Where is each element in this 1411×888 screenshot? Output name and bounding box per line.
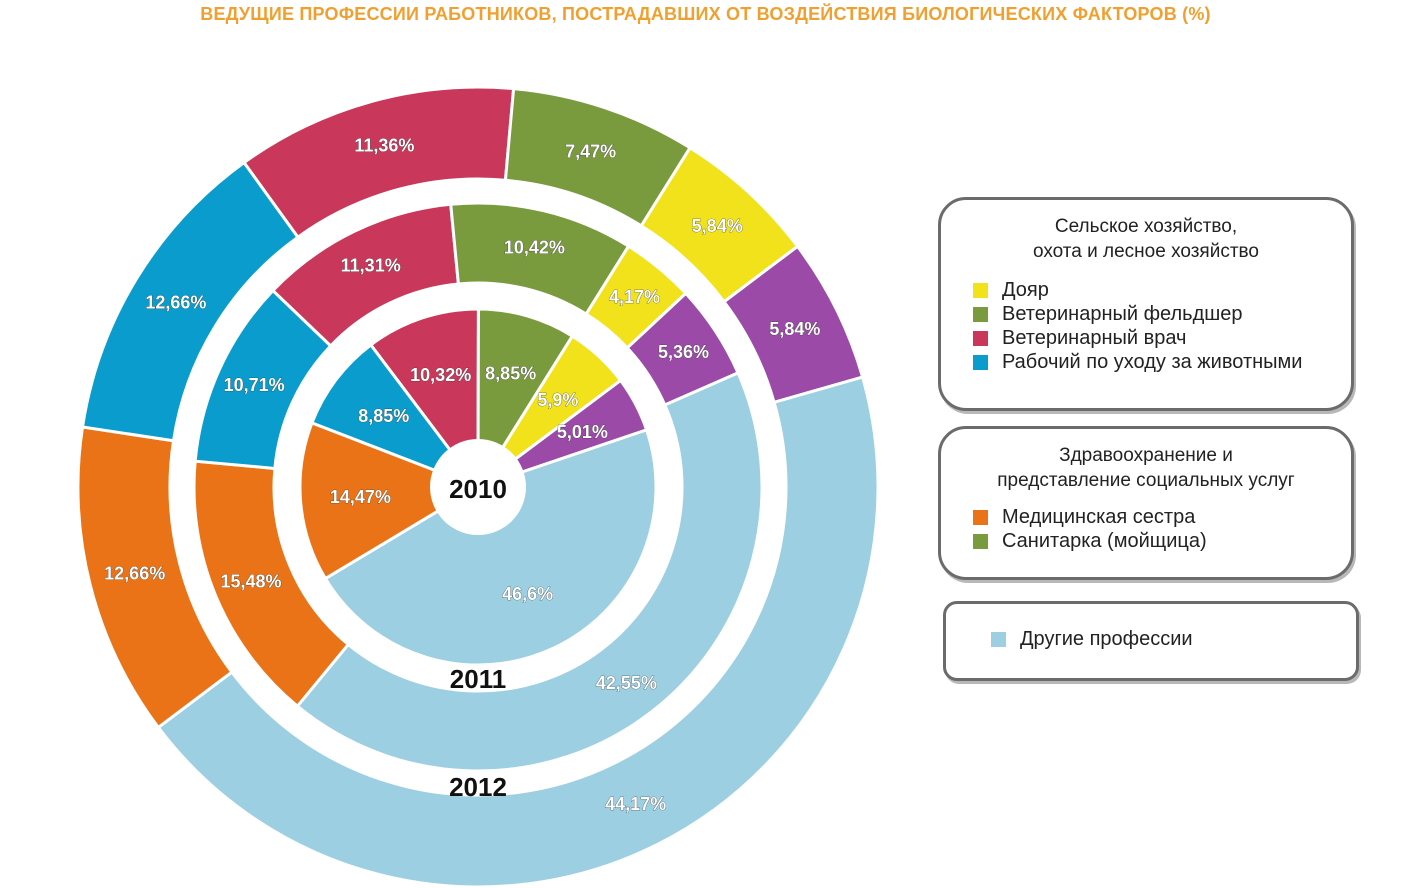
label-2012-green: 7,47% [565,141,616,161]
legend-swatch-animal-worker [973,354,988,370]
legend-swatch-vet-assistant [973,306,988,322]
legend-item-orderly: Санитарка (мойщица) [973,529,1351,553]
label-2012-teal: 12,66% [145,292,206,312]
label-2011-yellow: 4,17% [609,287,660,307]
slice-2011-green [449,201,631,317]
legend-label-other: Другие профессии [1020,628,1193,650]
label-2011-green: 10,42% [504,238,565,258]
legend-item-other: Другие профессии [991,627,1356,651]
label-2012-yellow: 5,84% [692,216,743,236]
legend-label-animal-worker: Рабочий по уходу за животными [1002,351,1303,373]
slice-2010-orange [298,420,482,581]
chart-title: ВЕДУЩИЕ ПРОФЕССИИ РАБОТНИКОВ, ПОСТРАДАВШ… [200,4,1211,24]
legend-group-agriculture-header-1: Сельское хозяйство, [1054,216,1238,237]
label-2010-yellow: 5,9% [537,390,578,410]
label-2012-red: 11,36% [354,136,414,156]
center-hole [430,439,526,535]
legend-group-agriculture: Сельское хозяйство, охота и лесное хозяй… [938,197,1354,411]
label-2010-lightblue: 46,6% [502,584,553,604]
legend-label-vet-assistant: Ветеринарный фельдшер [1002,303,1243,325]
label-2011-purple: 5,36% [658,342,709,362]
legend-group-healthcare-header-2: представление социальных услуг [997,470,1295,491]
legend-swatch-veterinarian [973,330,988,346]
label-2010-green: 8,85% [485,364,536,384]
slice-2012-lightblue [156,375,880,888]
legend-label-nurse: Медицинская сестра [1002,506,1196,528]
legend-swatch-other [991,631,1006,647]
legend-label-veterinarian: Ветеринарный врач [1002,327,1187,349]
legend-group-healthcare: Здравоохранение и представление социальн… [938,426,1354,580]
legend-group-agriculture-header-2: охота и лесное хозяйство [1033,241,1259,262]
legend-label-milker: Дояр [1002,279,1049,301]
label-2010-orange: 14,47% [330,487,391,507]
legend-swatch-milker [973,282,988,298]
legend-group-healthcare-header-1: Здравоохранение и [1059,445,1233,466]
label-2011-red: 11,31% [341,256,401,276]
slice-2010-red [368,307,480,492]
legend-swatch-orderly [973,533,988,549]
label-2011-orange: 15,48% [220,572,281,592]
slice-2010-green [476,307,575,493]
label-2011-lightblue: 42,55% [596,673,657,693]
label-2010-purple: 5,01% [557,422,608,442]
year-label-2011: 2011 [450,664,506,694]
slice-2011-lightblue [295,370,764,773]
year-label-2010: 2010 [449,474,507,504]
legend-group-other: Другие профессии [943,601,1359,681]
legend-item-veterinarian: Ветеринарный врач [973,326,1351,350]
legend-swatch-nurse [973,509,988,525]
label-2010-red: 10,32% [410,365,471,385]
label-2011-teal: 10,71% [224,375,285,395]
label-2012-purple: 5,84% [769,319,820,339]
legend-label-orderly: Санитарка (мойщица) [1002,530,1207,552]
legend-item-animal-worker: Рабочий по уходу за животными [973,350,1351,374]
legend-item-nurse: Медицинская сестра [973,505,1351,529]
slice-2010-lightblue [323,427,658,667]
slice-2012-green [503,86,693,228]
legend-item-vet-assistant: Ветеринарный фельдшер [973,302,1351,326]
label-2012-orange: 12,66% [104,564,165,584]
label-2012-lightblue: 44,17% [605,794,666,814]
year-label-2012: 2012 [449,772,507,802]
slice-2010-teal [310,342,483,491]
legend-item-milker: Дояр [973,278,1351,302]
label-2010-teal: 8,85% [358,406,409,426]
